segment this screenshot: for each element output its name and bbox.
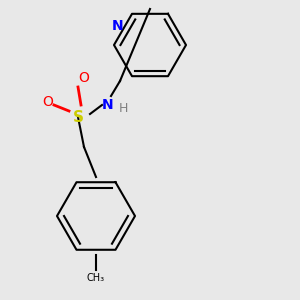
Text: O: O xyxy=(79,71,89,85)
Text: N: N xyxy=(112,19,123,33)
Text: N: N xyxy=(102,98,114,112)
Text: H: H xyxy=(118,101,128,115)
Text: S: S xyxy=(73,110,83,124)
Text: O: O xyxy=(43,95,53,109)
Text: CH₃: CH₃ xyxy=(87,273,105,283)
